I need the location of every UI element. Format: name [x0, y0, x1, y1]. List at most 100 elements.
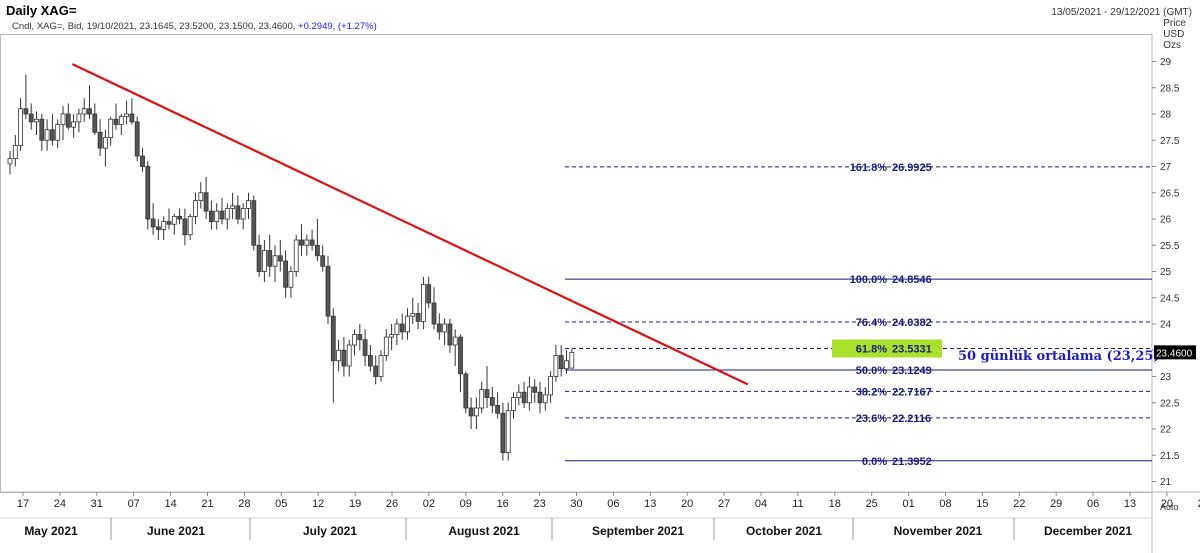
candle-body[interactable]	[203, 192, 209, 212]
candle-body[interactable]	[97, 131, 103, 149]
candle-body[interactable]	[399, 323, 405, 333]
candle-body[interactable]	[367, 355, 373, 367]
candle-body[interactable]	[193, 200, 198, 217]
candle-body[interactable]	[357, 334, 363, 341]
candle-body[interactable]	[60, 113, 66, 125]
candle-body[interactable]	[113, 118, 119, 125]
candle-body[interactable]	[155, 226, 161, 230]
candle-body[interactable]	[187, 215, 193, 236]
candle-body[interactable]	[219, 210, 225, 220]
candle-body[interactable]	[7, 158, 13, 165]
candle-body[interactable]	[500, 412, 506, 454]
candle-body[interactable]	[362, 339, 368, 356]
candle-body[interactable]	[468, 407, 474, 417]
candle-body[interactable]	[39, 118, 45, 141]
candle-body[interactable]	[479, 389, 485, 409]
candle-body[interactable]	[256, 244, 262, 272]
candle-body[interactable]	[410, 313, 416, 317]
candle-body[interactable]	[537, 391, 543, 404]
candle-body[interactable]	[383, 336, 389, 356]
candle-body[interactable]	[309, 239, 315, 246]
candle-body[interactable]	[442, 323, 448, 333]
candle-body[interactable]	[87, 108, 92, 115]
candle-body[interactable]	[44, 129, 50, 141]
candle-body[interactable]	[145, 166, 151, 220]
candle-body[interactable]	[150, 218, 156, 228]
candle-body[interactable]	[240, 208, 246, 220]
candle-body[interactable]	[336, 349, 342, 362]
candle-body[interactable]	[511, 397, 516, 412]
candle-body[interactable]	[489, 397, 495, 406]
candle-body[interactable]	[378, 355, 384, 377]
candle-body[interactable]	[28, 113, 34, 123]
candle-body[interactable]	[394, 323, 400, 335]
candle-body[interactable]	[161, 221, 167, 230]
candle-body[interactable]	[505, 410, 511, 454]
candle-body[interactable]	[373, 365, 379, 377]
candle-body[interactable]	[55, 124, 61, 141]
candle-body[interactable]	[447, 323, 453, 346]
candle-body[interactable]	[76, 113, 82, 123]
candle-body[interactable]	[230, 205, 236, 209]
candle-body[interactable]	[235, 205, 241, 220]
candle-body[interactable]	[50, 129, 55, 141]
candle-body[interactable]	[34, 118, 39, 123]
candle-body[interactable]	[12, 145, 18, 160]
candle-body[interactable]	[134, 121, 140, 157]
candle-body[interactable]	[420, 284, 426, 322]
candle-body[interactable]	[532, 386, 538, 393]
candle-body[interactable]	[463, 373, 469, 409]
candle-body[interactable]	[553, 355, 559, 377]
candle-body[interactable]	[182, 218, 188, 236]
candle-body[interactable]	[293, 239, 299, 272]
candle-body[interactable]	[81, 108, 87, 115]
candle-body[interactable]	[140, 155, 145, 167]
candle-body[interactable]	[198, 192, 204, 202]
candle-body[interactable]	[118, 116, 124, 125]
candle-body[interactable]	[92, 113, 98, 133]
candle-body[interactable]	[277, 255, 283, 262]
candle-body[interactable]	[521, 391, 527, 404]
candle-body[interactable]	[436, 323, 442, 333]
candle-body[interactable]	[304, 239, 310, 246]
candle-body[interactable]	[527, 386, 532, 404]
candle-body[interactable]	[272, 255, 278, 267]
candle-body[interactable]	[288, 271, 294, 288]
candle-body[interactable]	[516, 391, 522, 398]
candle-body[interactable]	[330, 315, 336, 362]
candle-body[interactable]	[177, 215, 183, 220]
candle-body[interactable]	[352, 334, 357, 346]
candle-body[interactable]	[208, 210, 214, 223]
candle-body[interactable]	[564, 360, 569, 370]
candle-body[interactable]	[65, 113, 71, 128]
candle-body[interactable]	[569, 351, 575, 369]
candle-body[interactable]	[341, 349, 347, 367]
candle-body[interactable]	[320, 255, 326, 267]
candle-body[interactable]	[415, 313, 421, 322]
candle-body[interactable]	[166, 221, 172, 225]
candle-body[interactable]	[431, 302, 437, 325]
candle-body[interactable]	[108, 118, 114, 139]
candle-body[interactable]	[426, 284, 432, 304]
candle-body[interactable]	[251, 200, 257, 246]
candle-body[interactable]	[542, 394, 548, 404]
candle-body[interactable]	[224, 208, 230, 220]
candle-body[interactable]	[325, 265, 331, 317]
candle-body[interactable]	[314, 244, 320, 257]
candle-body[interactable]	[246, 200, 251, 209]
candle-body[interactable]	[124, 113, 129, 118]
candle-body[interactable]	[299, 239, 304, 246]
candle-body[interactable]	[261, 250, 267, 272]
candle-body[interactable]	[473, 407, 479, 417]
candle-body[interactable]	[103, 137, 108, 149]
candle-body[interactable]	[558, 355, 564, 370]
candle-body[interactable]	[171, 215, 177, 225]
candle-body[interactable]	[405, 315, 410, 333]
resistance-trendline[interactable]	[71, 63, 749, 386]
candle-body[interactable]	[495, 404, 501, 414]
candle-body[interactable]	[283, 260, 289, 288]
candle-body[interactable]	[346, 344, 352, 367]
candle-body[interactable]	[129, 113, 135, 123]
candle-body[interactable]	[484, 389, 490, 398]
candle-body[interactable]	[458, 336, 463, 375]
